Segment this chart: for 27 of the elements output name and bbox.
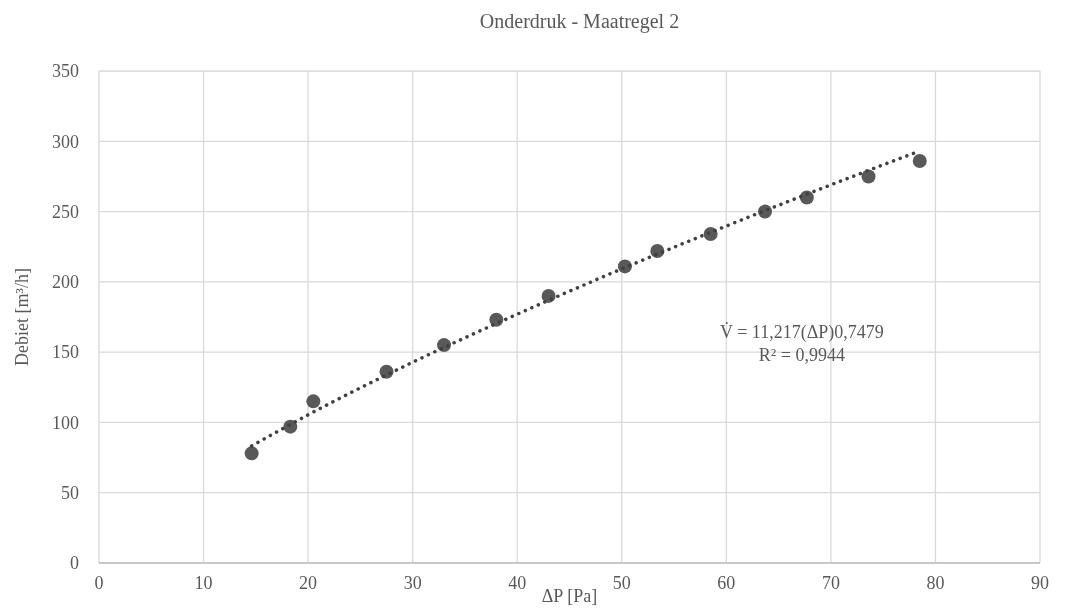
point [244,446,259,461]
x-tick-label: 30 [403,573,422,593]
y-tick-label: 150 [52,342,79,363]
x-tick-label: 10 [194,573,213,593]
point [912,153,927,168]
point [306,394,321,409]
y-tick-label: 200 [52,272,79,293]
y-tick-label: 350 [52,61,79,82]
chart-title: Onderdruk - Maatregel 2 [479,10,680,33]
y-tick-label: 50 [61,483,79,504]
x-tick-label: 40 [508,573,527,593]
x-tick-label: 70 [821,573,840,593]
x-axis-title: ΔP [Pa] [541,586,598,606]
annotation: R² = 0,9944 [758,345,845,366]
y-tick-label: 0 [70,553,79,574]
x-tick-label: 0 [94,573,104,593]
y-tick-label: 250 [52,201,79,222]
annotation: V̇ = 11,217(ΔP)0,7479 [720,320,884,344]
y-tick-label: 100 [52,412,79,433]
x-tick-label: 60 [717,573,736,593]
x-tick-label: 50 [612,573,631,593]
x-tick-label: 90 [1031,573,1049,593]
point [861,169,876,184]
x-tick-label: 20 [299,573,318,593]
y-axis-title: Debiet [m³/h] [12,268,32,366]
x-tick-label: 80 [926,573,945,593]
y-tick-label: 300 [52,131,79,152]
